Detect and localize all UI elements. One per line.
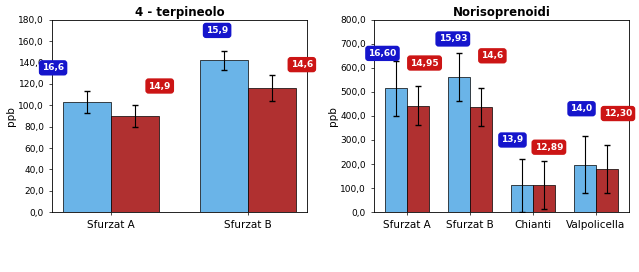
Text: 14,6: 14,6: [291, 60, 313, 69]
Bar: [533, 185, 555, 212]
Bar: [574, 165, 596, 212]
Bar: [385, 88, 407, 212]
Bar: [448, 77, 470, 212]
Text: 12,89: 12,89: [535, 143, 563, 152]
Bar: [200, 60, 248, 212]
Y-axis label: ppb: ppb: [6, 106, 15, 126]
Text: 16,60: 16,60: [368, 49, 397, 58]
Text: 15,9: 15,9: [206, 26, 228, 35]
Title: 4 - terpineolo: 4 - terpineolo: [135, 5, 224, 18]
Bar: [111, 116, 159, 212]
Bar: [407, 106, 429, 212]
Title: Norisoprenoidi: Norisoprenoidi: [452, 5, 550, 18]
Bar: [470, 107, 492, 212]
Y-axis label: ppb: ppb: [328, 106, 337, 126]
Text: 16,6: 16,6: [42, 63, 64, 72]
Bar: [596, 169, 618, 212]
Text: 14,6: 14,6: [481, 51, 504, 60]
Bar: [511, 185, 533, 212]
Text: 14,0: 14,0: [571, 104, 592, 113]
Text: 14,95: 14,95: [410, 58, 439, 67]
Text: 14,9: 14,9: [148, 82, 171, 91]
Text: 15,93: 15,93: [438, 35, 467, 44]
Bar: [63, 102, 111, 212]
Bar: [248, 88, 296, 212]
Text: 13,9: 13,9: [502, 135, 523, 144]
Text: 12,30: 12,30: [604, 109, 632, 118]
